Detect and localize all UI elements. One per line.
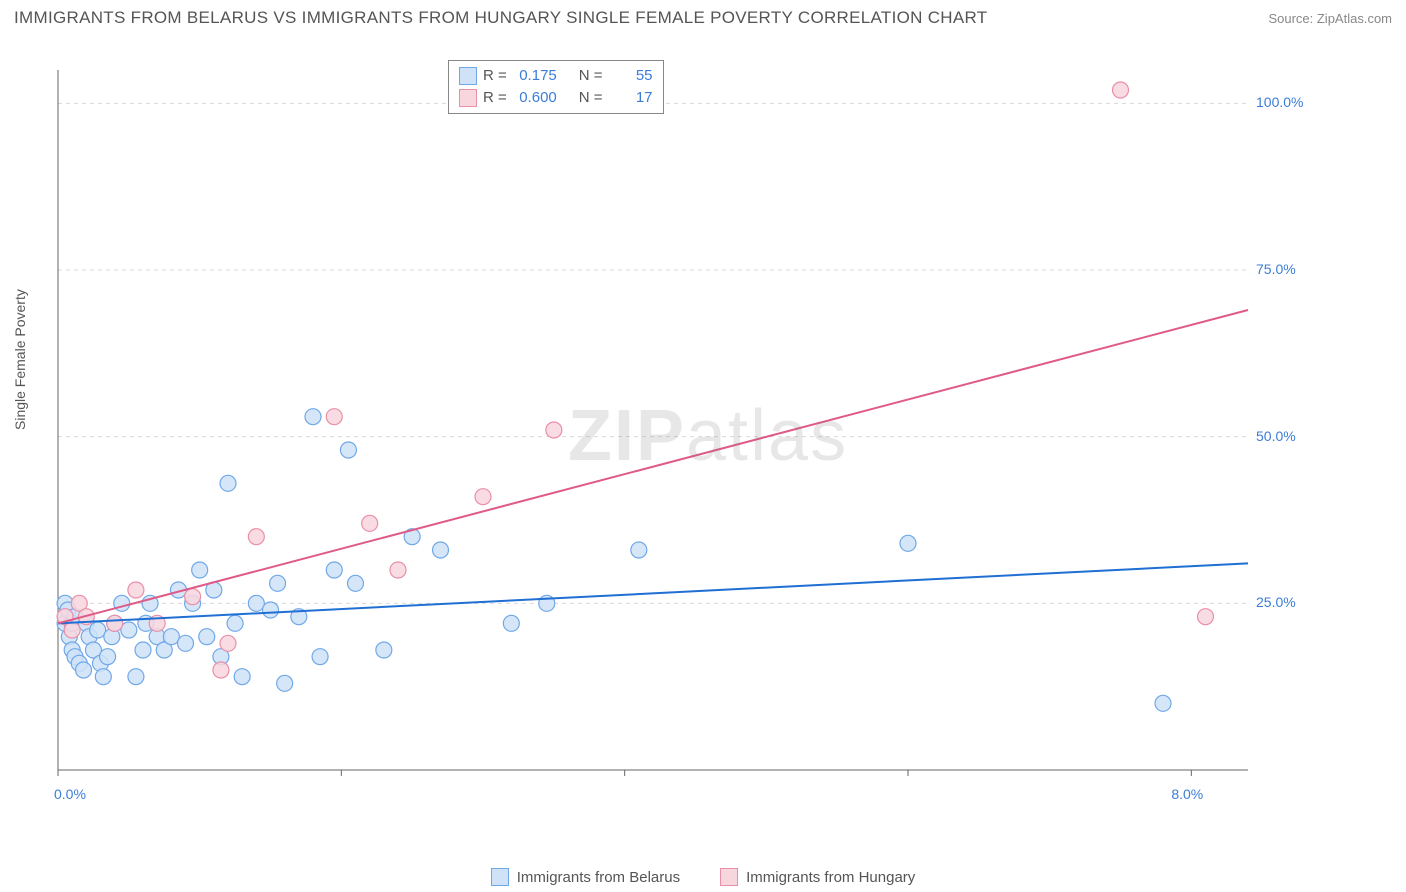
legend-swatch-hungary-icon bbox=[720, 868, 738, 886]
x-tick-label: 0.0% bbox=[54, 786, 86, 802]
n-label: N = bbox=[579, 87, 603, 109]
r-label: R = bbox=[483, 87, 507, 109]
source-label: Source: ZipAtlas.com bbox=[1268, 11, 1392, 26]
plot-area: ZIPatlas R = 0.175 N = 55 R = 0.600 N = … bbox=[48, 60, 1328, 800]
y-tick-label: 25.0% bbox=[1256, 594, 1296, 610]
legend-row-hungary: R = 0.600 N = 17 bbox=[459, 87, 653, 109]
x-tick-label: 8.0% bbox=[1171, 786, 1203, 802]
chart-title: IMMIGRANTS FROM BELARUS VS IMMIGRANTS FR… bbox=[14, 8, 987, 28]
y-tick-label: 75.0% bbox=[1256, 261, 1296, 277]
y-tick-label: 100.0% bbox=[1256, 94, 1303, 110]
legend-swatch-hungary bbox=[459, 89, 477, 107]
legend-row-belarus: R = 0.175 N = 55 bbox=[459, 65, 653, 87]
legend-label-belarus: Immigrants from Belarus bbox=[517, 869, 680, 886]
correlation-legend: R = 0.175 N = 55 R = 0.600 N = 17 bbox=[448, 60, 664, 114]
legend-swatch-belarus bbox=[459, 67, 477, 85]
r-value-belarus: 0.175 bbox=[513, 65, 557, 87]
series-legend: Immigrants from Belarus Immigrants from … bbox=[0, 868, 1406, 886]
n-value-hungary: 17 bbox=[609, 87, 653, 109]
legend-item-hungary: Immigrants from Hungary bbox=[720, 868, 915, 886]
scatter-chart bbox=[48, 60, 1328, 800]
n-label: N = bbox=[579, 65, 603, 87]
y-tick-label: 50.0% bbox=[1256, 428, 1296, 444]
header: IMMIGRANTS FROM BELARUS VS IMMIGRANTS FR… bbox=[0, 0, 1406, 32]
r-label: R = bbox=[483, 65, 507, 87]
legend-swatch-belarus-icon bbox=[491, 868, 509, 886]
n-value-belarus: 55 bbox=[609, 65, 653, 87]
y-axis-label: Single Female Poverty bbox=[12, 289, 28, 430]
legend-item-belarus: Immigrants from Belarus bbox=[491, 868, 680, 886]
legend-label-hungary: Immigrants from Hungary bbox=[746, 869, 915, 886]
r-value-hungary: 0.600 bbox=[513, 87, 557, 109]
